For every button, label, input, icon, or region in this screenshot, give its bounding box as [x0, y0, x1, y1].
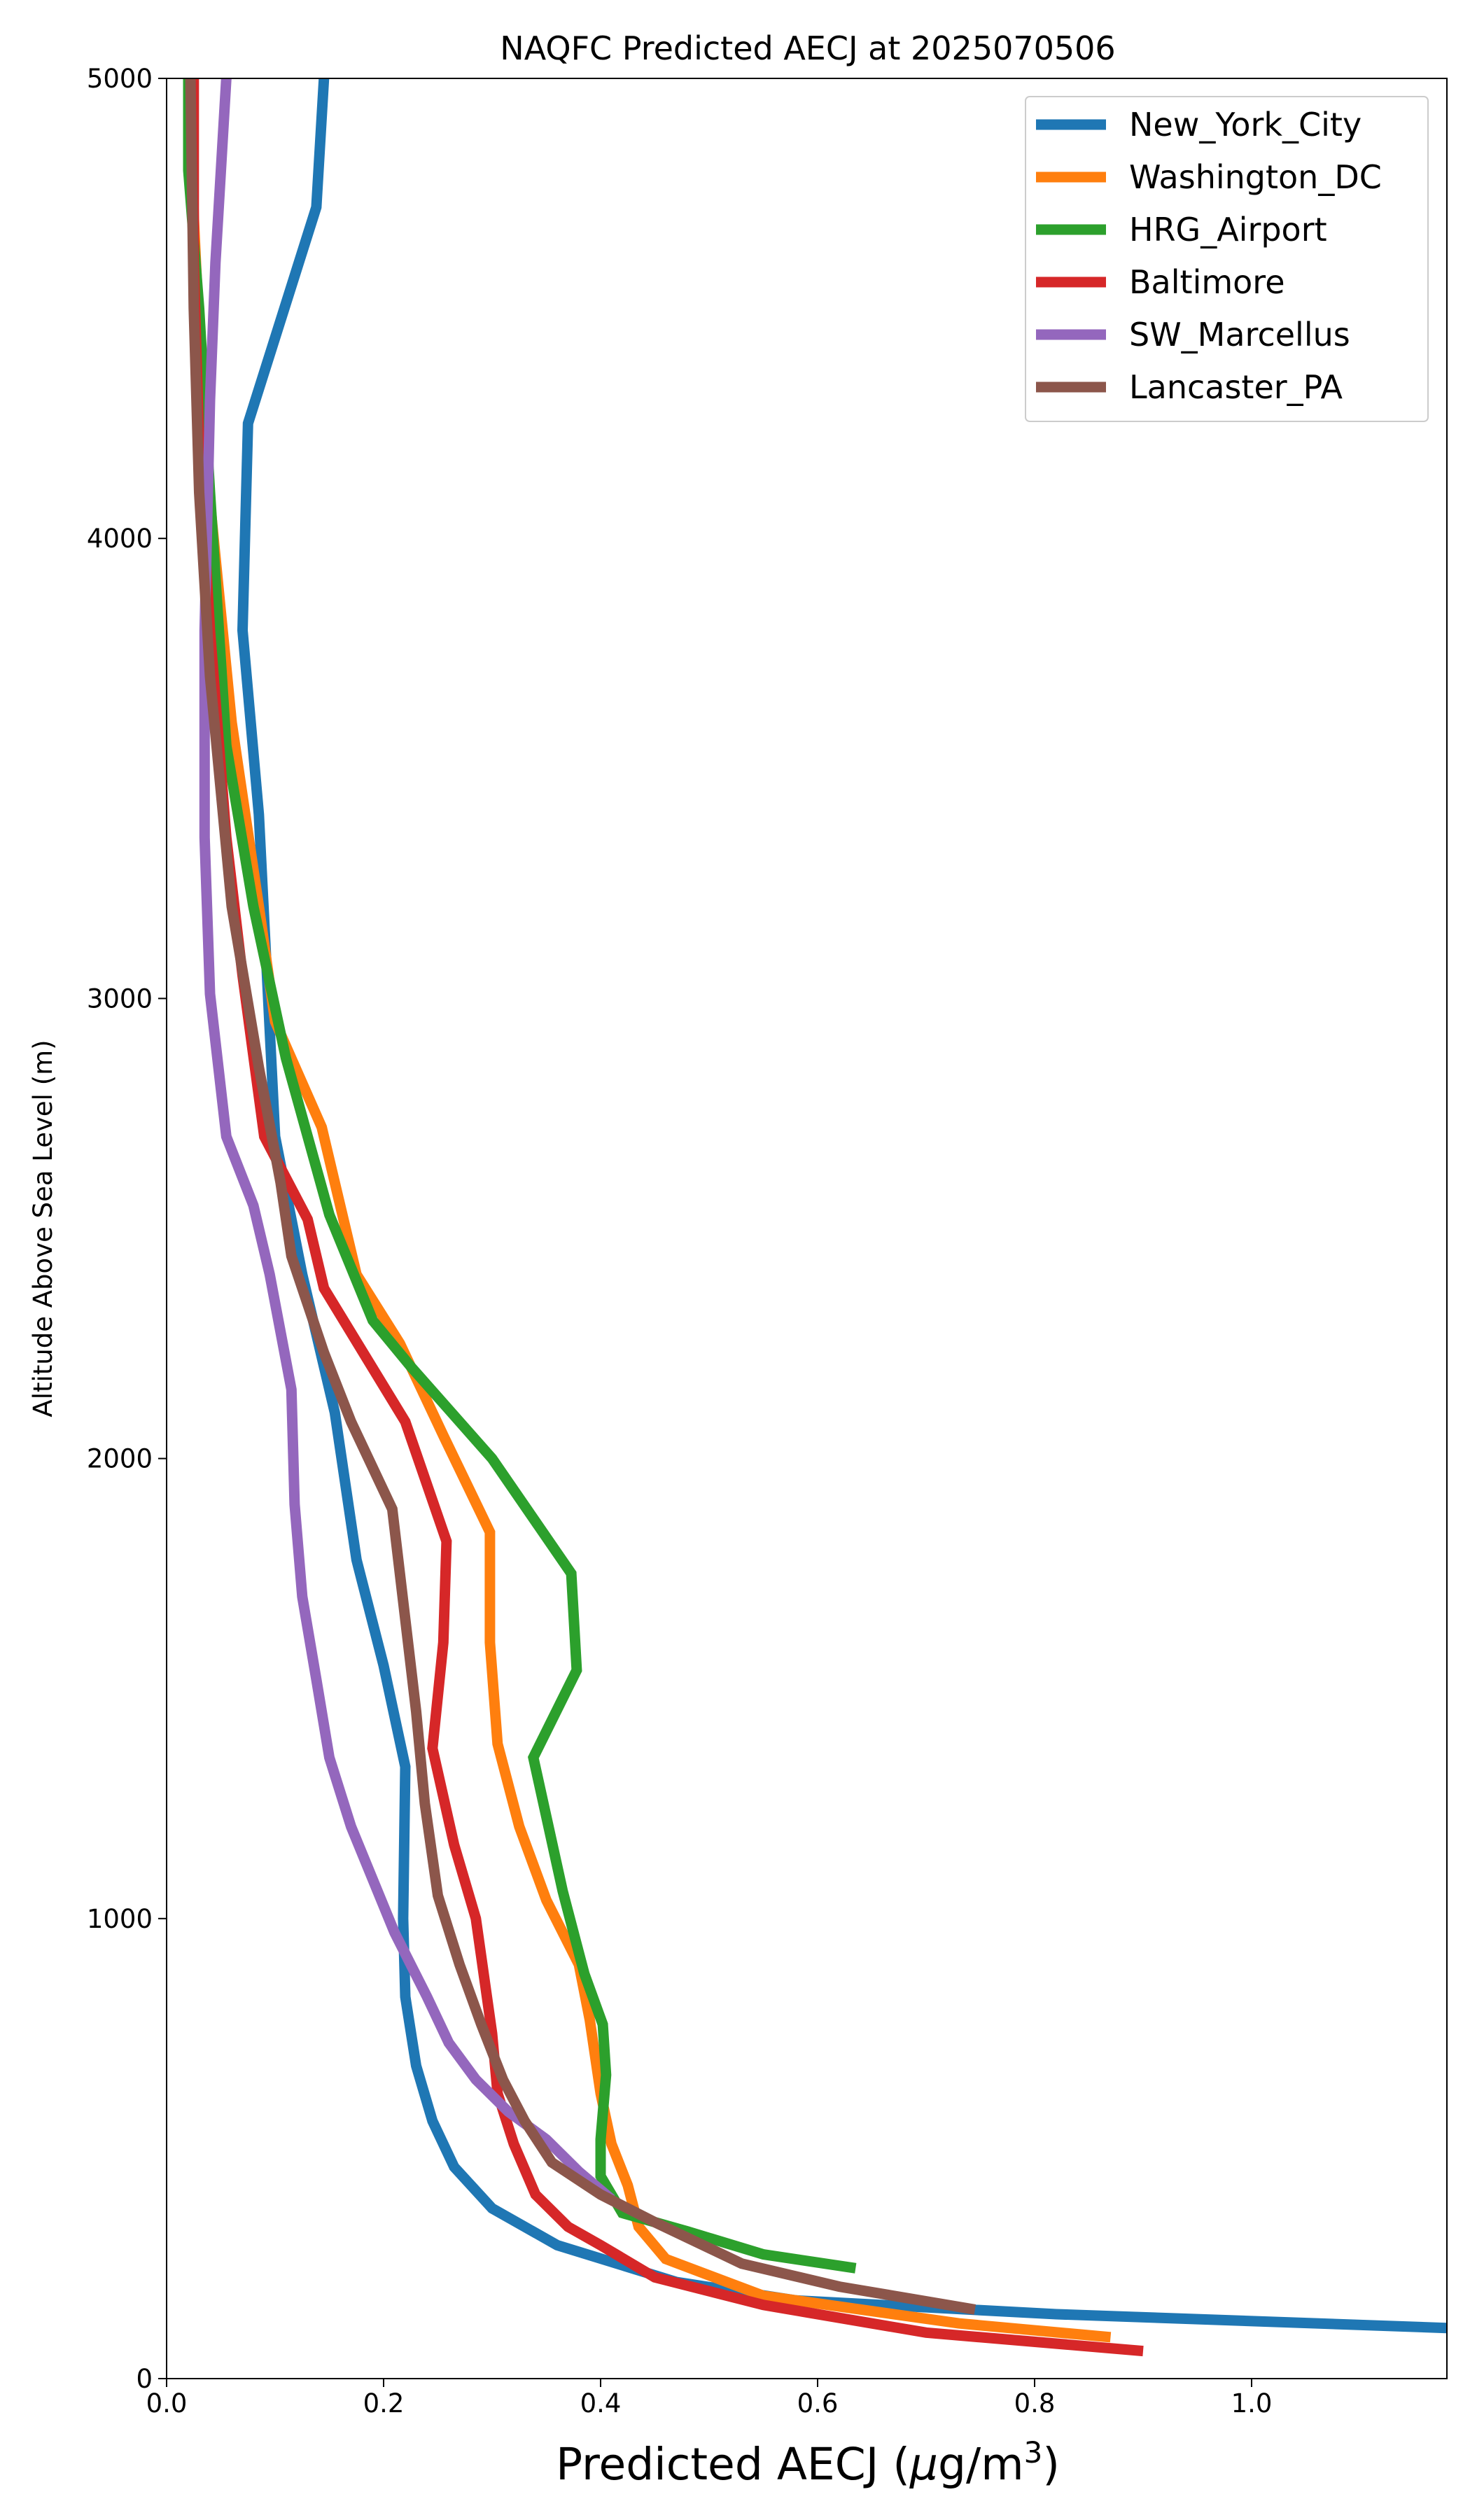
- series-line-lancaster-pa: [185, 78, 976, 2315]
- y-axis: 0 1000 2000 3000 4000 5000: [87, 64, 167, 2394]
- legend-label: New_York_City: [1129, 106, 1362, 144]
- x-axis: 0.0 0.2 0.4 0.6 0.8 1.0: [146, 2379, 1273, 2418]
- legend-label: Baltimore: [1129, 263, 1285, 301]
- y-tick-label: 4000: [87, 524, 153, 554]
- series-line-hrg-airport: [183, 78, 857, 2274]
- series-line-new-york-city: [237, 78, 1447, 2334]
- y-tick-label: 1000: [87, 1904, 153, 1934]
- x-tick-label: 0.4: [580, 2388, 622, 2418]
- x-tick-label: 0.0: [146, 2388, 188, 2418]
- chart-title: NAQFC Predicted AECJ at 2025070506: [500, 29, 1115, 67]
- x-axis-label-mu: μ: [909, 2439, 938, 2490]
- y-tick-label: 5000: [87, 64, 153, 94]
- y-tick-label: 3000: [87, 983, 153, 1014]
- legend-label: Washington_DC: [1129, 158, 1382, 196]
- plot-frame: [166, 78, 1448, 2379]
- x-tick-label: 0.8: [1014, 2388, 1056, 2418]
- x-tick-label: 0.6: [797, 2388, 839, 2418]
- legend-label: Lancaster_PA: [1129, 368, 1343, 406]
- legend-label: SW_Marcellus: [1129, 316, 1350, 354]
- y-tick-label: 2000: [87, 1444, 153, 1474]
- x-tick-label: 1.0: [1231, 2388, 1273, 2418]
- x-axis-label: Predicted AECJ (μg/m3): [556, 2435, 1060, 2490]
- x-tick-label: 0.2: [363, 2388, 405, 2418]
- series-line-sw-marcellus: [199, 78, 615, 2204]
- y-axis-label: Altitude Above Sea Level (m): [28, 1040, 58, 1417]
- x-axis-label-units: g/m: [938, 2439, 1024, 2490]
- legend-box: [1025, 96, 1429, 422]
- series-layer: [183, 78, 1447, 2357]
- y-tick-label: 0: [136, 2364, 153, 2394]
- x-axis-label-text: Predicted AECJ (: [556, 2439, 910, 2490]
- legend: New_York_City Washington_DC HRG_Airport Bal…: [1025, 96, 1429, 422]
- legend-label: HRG_Airport: [1129, 211, 1327, 248]
- series-line-washington-dc: [185, 78, 1112, 2343]
- x-axis-label-close: ): [1042, 2439, 1060, 2490]
- x-axis-label-superscript: 3: [1024, 2435, 1043, 2470]
